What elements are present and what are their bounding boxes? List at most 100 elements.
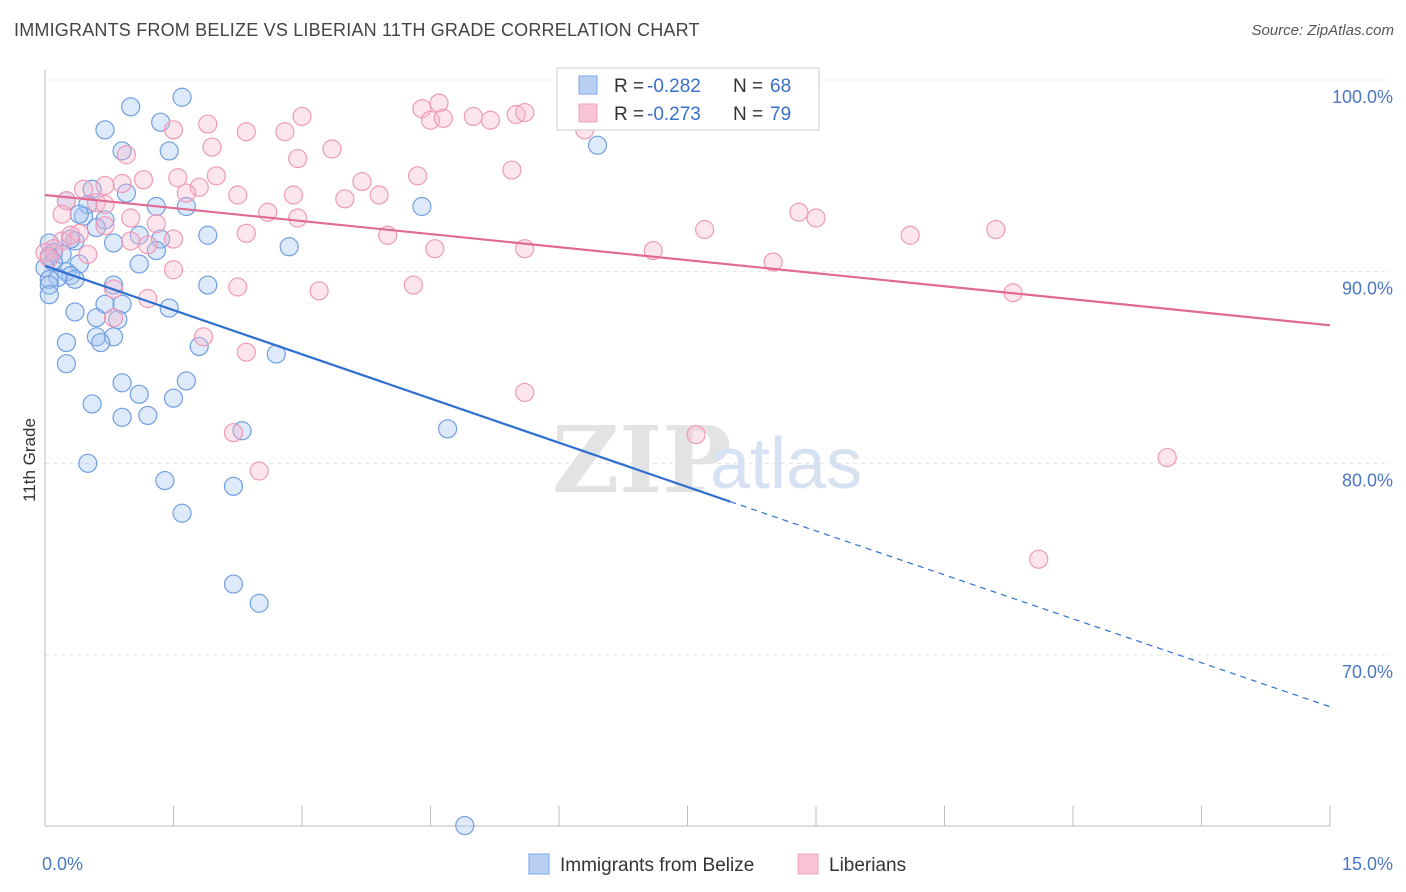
point-liberian-76 [1157, 447, 1177, 468]
point-belize-62 [138, 405, 158, 426]
point-belize-15 [69, 204, 89, 224]
point-belize-64 [438, 419, 458, 439]
point-liberian-20 [408, 166, 428, 186]
point-belize-53 [189, 336, 209, 357]
point-liberian-28 [228, 185, 248, 205]
point-liberian-74 [686, 424, 706, 445]
point-liberian-18 [168, 168, 188, 188]
data-points [35, 87, 1177, 836]
point-liberian-60 [643, 240, 663, 261]
x-tick-label-0: 0.0% [42, 854, 83, 874]
point-belize-42 [39, 285, 59, 305]
legend-r-label-1: R = [614, 76, 644, 97]
point-liberian-53 [121, 231, 141, 251]
point-belize-44 [112, 294, 132, 314]
point-liberian-71 [236, 342, 256, 362]
point-belize-43 [95, 294, 115, 314]
point-belize-69 [223, 574, 244, 594]
point-belize-57 [176, 371, 196, 391]
source-label: Source: ZipAtlas.com [1251, 22, 1394, 39]
chart-title: IMMIGRANTS FROM BELIZE VS LIBERIAN 11TH … [14, 20, 700, 40]
point-liberian-9 [163, 120, 184, 140]
point-liberian-77 [1029, 549, 1049, 569]
point-liberian-0 [429, 93, 449, 113]
y-tick-labels: 70.0% 80.0% 90.0% 100.0% [1332, 87, 1393, 682]
trend-lines [44, 193, 1331, 708]
x-tick-label-1: 15.0% [1342, 854, 1393, 874]
point-belize-68 [172, 503, 192, 523]
legend-n-label-1: N = [733, 76, 763, 97]
point-liberian-51 [900, 225, 920, 245]
point-liberian-38 [121, 208, 141, 228]
point-liberian-73 [223, 423, 244, 443]
point-liberian-6 [480, 110, 501, 130]
legend-swatch-pink [578, 103, 598, 123]
point-belize-6 [587, 135, 608, 155]
point-belize-13 [412, 196, 432, 217]
point-belize-41 [198, 275, 218, 295]
point-belize-20 [198, 225, 218, 245]
point-liberian-24 [112, 173, 132, 194]
point-liberian-52 [986, 219, 1006, 240]
point-liberian-29 [283, 185, 304, 205]
bottom-legend-swatch-pink [797, 853, 819, 875]
point-liberian-78 [73, 179, 94, 199]
legend-r-value-1: -0.282 [647, 76, 701, 97]
point-liberian-50 [806, 208, 826, 228]
watermark-atlas: atlas [710, 424, 862, 504]
point-liberian-11 [236, 122, 256, 142]
point-liberian-59 [78, 244, 98, 265]
point-belize-47 [86, 308, 107, 328]
point-liberian-30 [335, 189, 355, 209]
point-belize-8 [116, 183, 136, 203]
legend-swatch-blue [578, 75, 598, 95]
x-tick-labels: 0.0% 15.0% [42, 854, 1393, 874]
point-liberian-46 [236, 223, 256, 243]
point-liberian-72 [515, 382, 535, 403]
axes [44, 70, 1331, 827]
point-belize-59 [163, 388, 184, 408]
point-belize-1 [172, 87, 192, 107]
watermark: ZIP atlas [552, 406, 862, 514]
point-belize-38 [39, 269, 59, 289]
point-liberian-49 [789, 202, 809, 222]
point-belize-58 [129, 384, 149, 404]
point-belize-56 [112, 373, 132, 393]
point-belize-52 [56, 332, 77, 353]
legend-n-label-2: N = [733, 104, 763, 125]
point-belize-2 [95, 120, 115, 140]
point-liberian-5 [463, 106, 483, 127]
bottom-legend: Immigrants from Belize Liberians [528, 853, 906, 876]
point-liberian-75 [249, 461, 269, 481]
point-liberian-27 [176, 183, 196, 203]
point-liberian-48 [695, 219, 715, 240]
point-liberian-65 [403, 275, 423, 295]
legend-frame [556, 67, 820, 131]
point-belize-0 [121, 97, 141, 117]
point-liberian-54 [138, 235, 158, 255]
point-liberian-14 [202, 137, 222, 157]
point-belize-55 [56, 354, 77, 374]
y-tick-label-1: 80.0% [1342, 470, 1393, 490]
point-belize-46 [65, 302, 85, 322]
point-belize-51 [91, 332, 111, 353]
point-belize-71 [455, 815, 475, 836]
point-belize-5 [159, 141, 179, 161]
y-axis-title: 11th Grade [20, 418, 39, 502]
point-belize-32 [129, 254, 149, 274]
point-belize-21 [103, 233, 124, 253]
point-liberian-55 [425, 239, 445, 259]
point-belize-61 [112, 407, 132, 427]
point-belize-65 [78, 453, 98, 473]
point-liberian-8 [515, 102, 535, 123]
legend-n-value-1: 68 [770, 76, 791, 97]
bottom-legend-swatch-blue [528, 853, 550, 875]
legend-n-value-2: 79 [770, 104, 791, 125]
point-belize-70 [249, 593, 269, 613]
point-liberian-19 [206, 166, 226, 186]
point-belize-60 [82, 394, 102, 414]
point-liberian-21 [352, 171, 372, 192]
point-liberian-22 [502, 160, 522, 180]
point-liberian-16 [116, 145, 136, 165]
